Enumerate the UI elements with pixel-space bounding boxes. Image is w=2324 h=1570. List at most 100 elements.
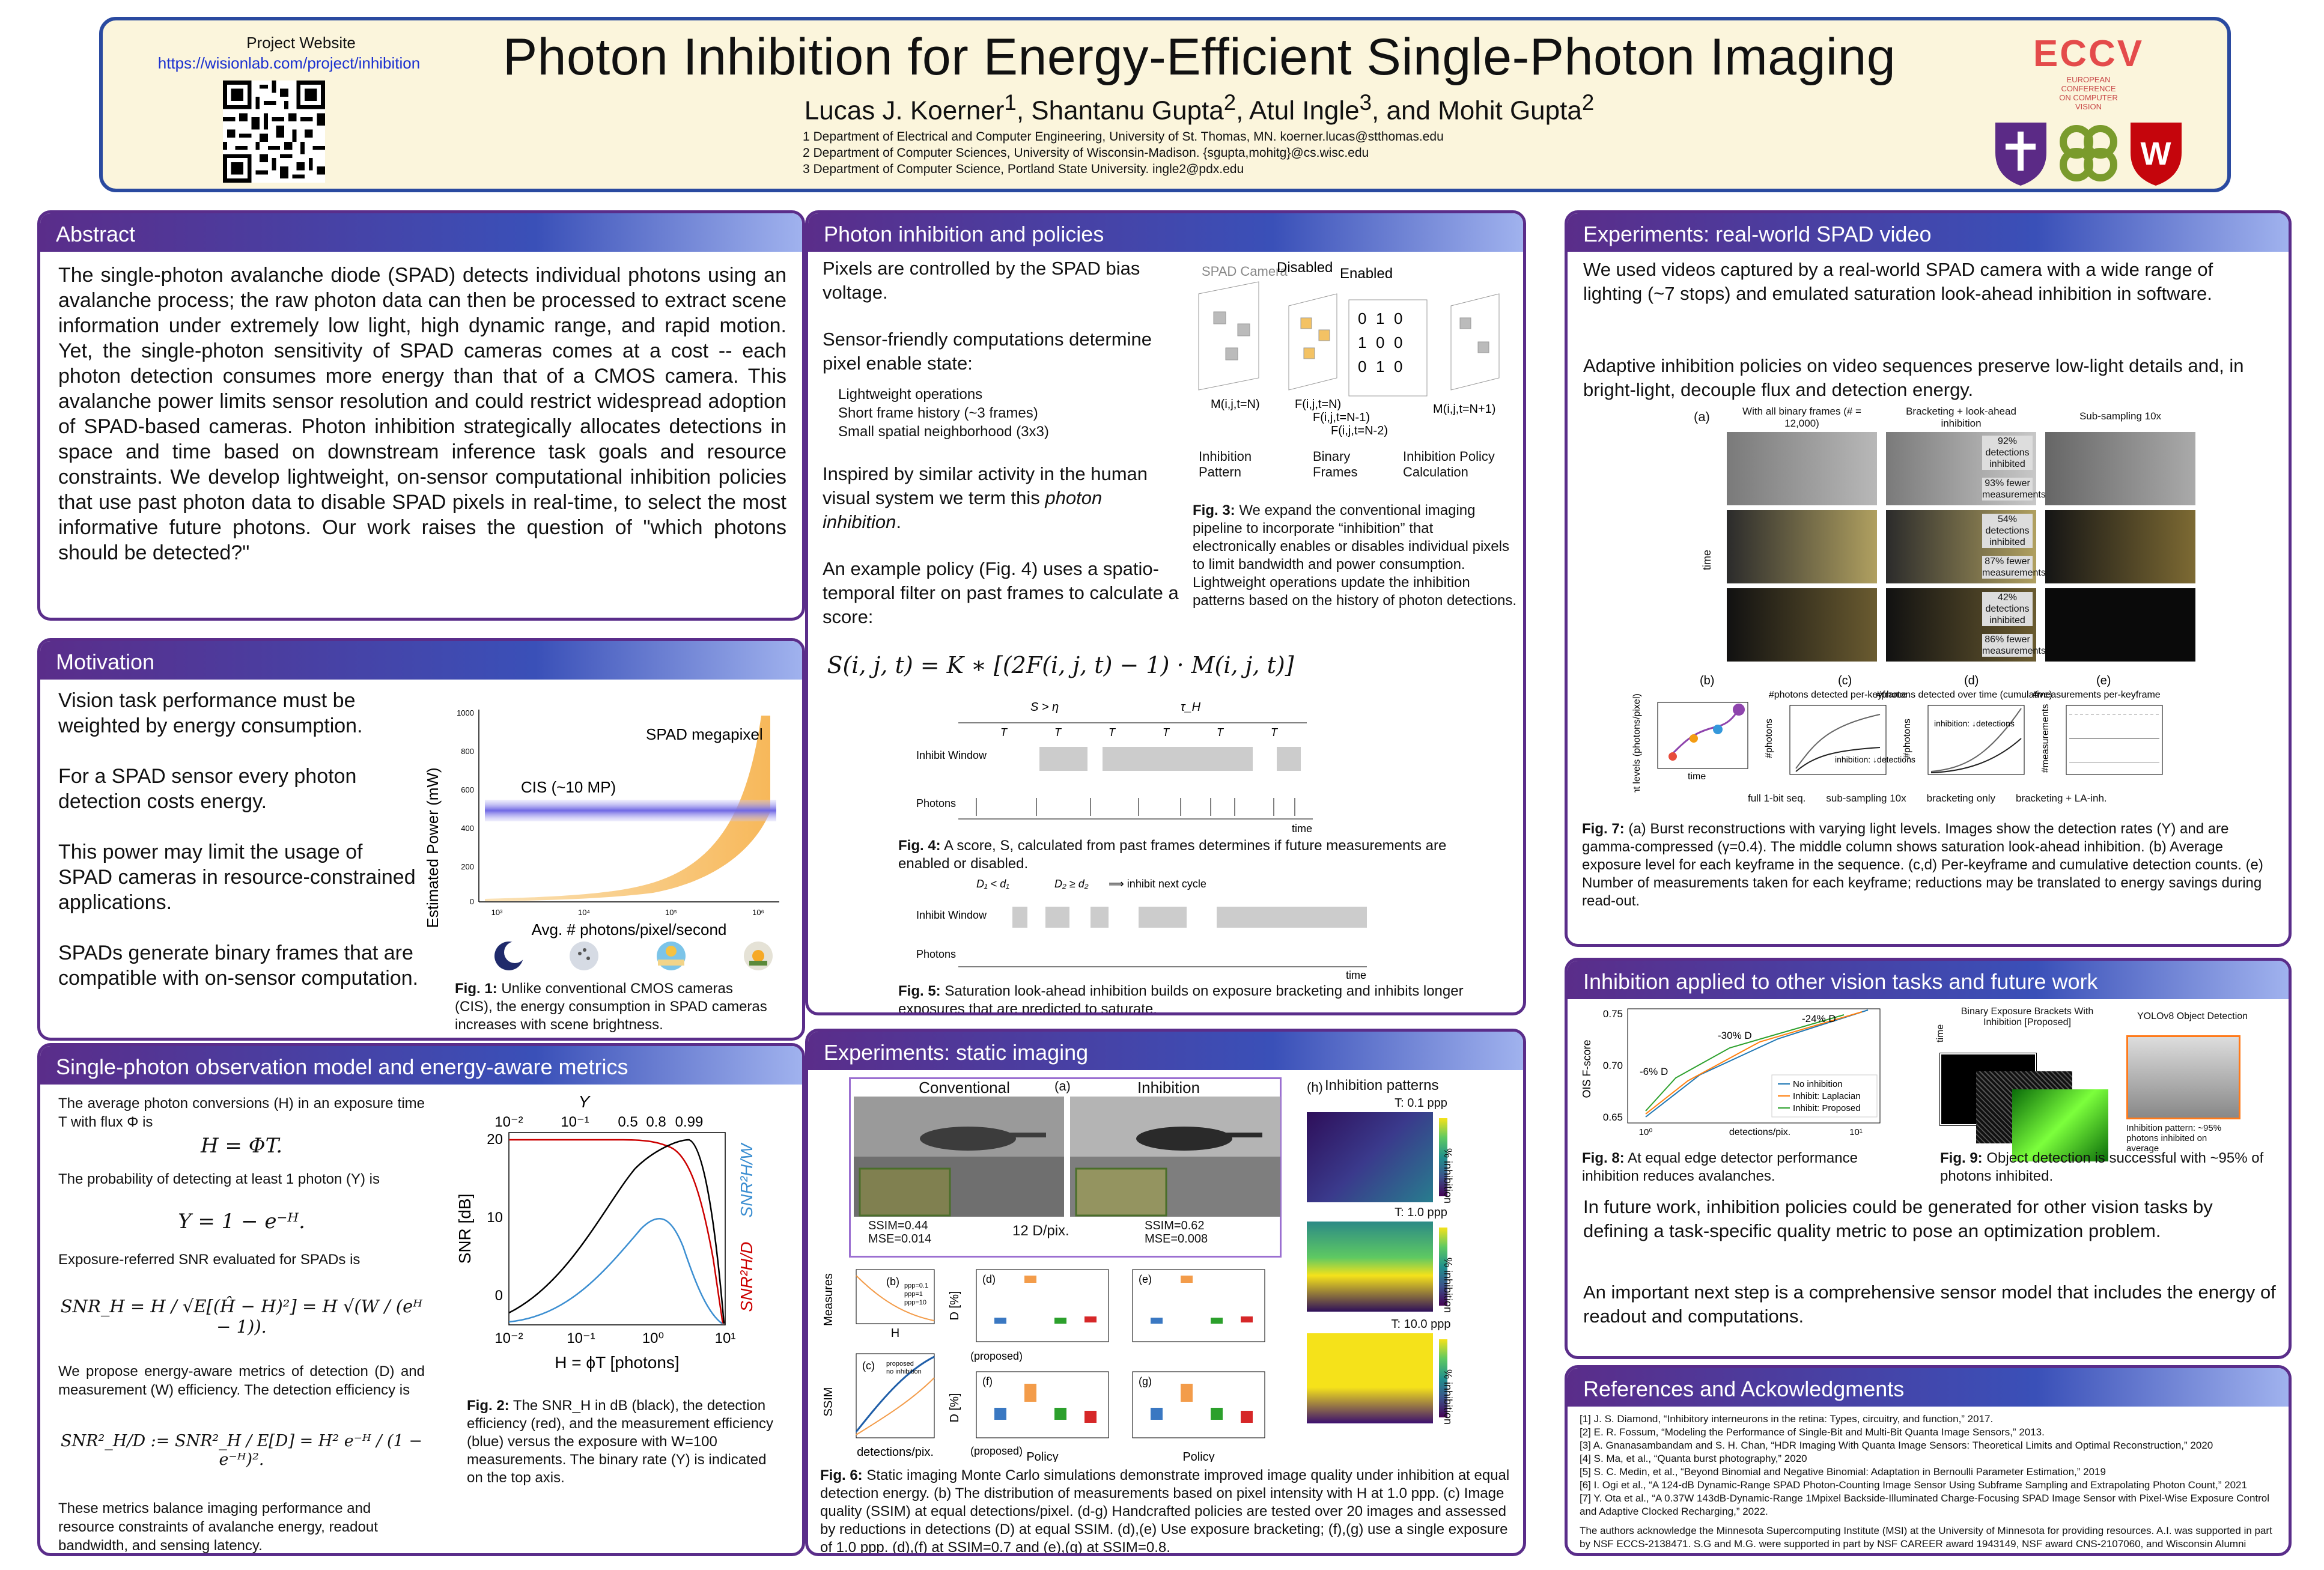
ssim-value: SSIM=0.44: [868, 1219, 928, 1232]
fig4-period-label: T: [1054, 726, 1062, 738]
fig2-caption: Fig. 2: The SNR_H in dB (black), the det…: [467, 1397, 779, 1487]
acknowledgment-text: The authors acknowledge the Minnesota Su…: [1580, 1525, 2272, 1553]
author-name: Lucas J. Koerner: [804, 96, 1005, 126]
fig6d-label: (d): [982, 1273, 996, 1285]
fig5-caption: Fig. 5: Saturation look-ahead inhibition…: [898, 982, 1499, 1012]
fig6g-label: (g): [1139, 1375, 1152, 1387]
fig4-caption-label: Fig. 4:: [898, 838, 941, 854]
fig6h-pattern-title: T: 1.0 ppp: [1395, 1206, 1447, 1219]
fig6h-colorbar-label: % inhibition: [1442, 1369, 1454, 1425]
video-heading: Experiments: real-world SPAD video: [1568, 213, 2289, 252]
policies-paragraph: Sensor-friendly computations determine p…: [823, 329, 1152, 374]
fig6f-label: (f): [982, 1375, 993, 1387]
fig9-title: Binary Exposure Brackets With Inhibition…: [1960, 1006, 2094, 1027]
fig6h-colorbar: [1439, 1339, 1447, 1417]
fig6e-label: (e): [1139, 1273, 1152, 1285]
abstract-heading: Abstract: [40, 213, 802, 252]
fig6a-conventional-image: [854, 1097, 1064, 1217]
fig7-legend-item: bracketing + LA-inh.: [2015, 793, 2107, 804]
reference-list: [1] J. S. Diamond, “Inhibitory interneur…: [1580, 1413, 2283, 1553]
affiliation-line: 3 Department of Computer Science, Portla…: [803, 162, 1244, 176]
abstract-panel: Abstract The single-photon avalanche dio…: [37, 210, 805, 621]
fig6-caption-label: Fig. 6:: [820, 1467, 863, 1483]
fig3-caption-text: We expand the conventional imaging pipel…: [1193, 502, 1517, 609]
fig5-inhibit-window: [1045, 907, 1069, 928]
svg-text:0: 0: [1358, 309, 1366, 327]
eccv-subtitle-line: EUROPEAN: [2066, 75, 2111, 84]
video-paragraph: We used videos captured by a real-world …: [1583, 259, 2213, 304]
svg-text:W: W: [2141, 136, 2171, 172]
fig6b-legend: ppp=0.1: [904, 1282, 928, 1289]
fig1-caption: Fig. 1: Unlike conventional CMOS cameras…: [455, 980, 773, 1034]
fig1-xlabel: Avg. # photons/pixel/second: [532, 920, 727, 939]
obs-paragraph: We propose energy-aware metrics of detec…: [58, 1363, 425, 1398]
obs-paragraph: These metrics balance imaging performanc…: [58, 1500, 378, 1554]
fig7a-col-title: Sub-sampling 10x: [2079, 410, 2162, 422]
fig1-cis-label: CIS (~10 MP): [521, 778, 616, 796]
fig6a-dpix: 12 D/pix.: [1012, 1223, 1069, 1239]
fig5-d1-label: D₁ < d₁: [976, 878, 1009, 890]
mse-value: MSE=0.008: [1145, 1232, 1208, 1246]
fig4-inhibit-window: [1103, 747, 1253, 771]
fig8-ytick: 0.70: [1603, 1060, 1623, 1071]
fig7-legend-item: full 1-bit seq.: [1748, 793, 1806, 804]
fig8-ytick: 0.65: [1603, 1112, 1623, 1123]
reference-item: [6] I. Ogi et al., “A 124-dB Dynamic-Ran…: [1580, 1479, 2247, 1491]
policies-paragraph: An example policy (Fig. 4) uses a spatio…: [823, 558, 1179, 627]
fig7a-col-title: With all binary frames (# = 12,000): [1742, 406, 1861, 429]
fig5-arrow-label: ⟹ inhibit next cycle: [1109, 878, 1206, 890]
fig5-inhibit-window: [1091, 907, 1109, 928]
fig6h-panel-label: (h): [1307, 1080, 1323, 1095]
fig6a-inhibition-title: Inhibition: [1137, 1079, 1200, 1097]
fig5-caption-label: Fig. 5:: [898, 983, 941, 999]
fig9-caption-text: Object detection is successful with ~95%…: [1940, 1150, 2264, 1184]
reference-item: [3] A. Gnanasambandam and S. H. Chan, “H…: [1580, 1440, 2213, 1451]
svg-text:0: 0: [1358, 358, 1366, 376]
fig7d-curve: [1930, 708, 2022, 772]
svg-text:0: 0: [1376, 333, 1384, 351]
fig7a-frame: [1727, 510, 1877, 583]
fig3-m2-label: M(i,j,t=N+1): [1433, 403, 1495, 416]
fig6a-metric-left: SSIM=0.44 MSE=0.014: [868, 1219, 931, 1246]
eccv-subtitle-line: VISION: [2075, 102, 2102, 111]
fig8-legend: Inhibit: Laplacian: [1793, 1091, 1861, 1101]
fig3-output-grid: [1450, 293, 1500, 391]
fig5-d2-label: D₂ ≥ d₂: [1054, 878, 1089, 890]
fig1-power-chart: Estimated Power (mW) 1000 800 600 400 20…: [425, 708, 779, 970]
project-website-link[interactable]: https://wisionlab.com/project/inhibition: [157, 54, 421, 72]
eccv-subtitle-line: CONFERENCE: [2061, 84, 2116, 93]
references-panel: References and Ackowledgments [1] J. S. …: [1565, 1365, 2292, 1556]
reference-item: [7] Y. Ota et al., “A 0.37W 143dB-Dynami…: [1580, 1492, 2270, 1517]
project-website-label: Project Website: [246, 34, 356, 52]
fig6-subplots: Measures (b) ppp=0.1 ppp=1 ppp=10 H SSIM…: [822, 1269, 1265, 1462]
mse-value: MSE=0.014: [868, 1232, 932, 1246]
author-list: Lucas J. Koerner1, Shantanu Gupta2, Atul…: [804, 90, 1595, 126]
fig6h-pattern: [1307, 1222, 1433, 1312]
fig6h-title: Inhibition patterns: [1325, 1077, 1439, 1094]
fig7d-ylabel: #photons: [1902, 719, 1912, 758]
fig7c-annotation: inhibition: ↓detections: [1835, 755, 1915, 764]
fig6-dlabel: D [%]: [948, 1291, 961, 1321]
static-imaging-panel: Experiments: static imaging Conventional…: [805, 1029, 1526, 1556]
eccv-subtitle: EUROPEAN CONFERENCE ON COMPUTER VISION: [2019, 75, 2158, 111]
motivation-paragraph: This power may limit the usage of SPAD c…: [58, 841, 416, 914]
eq-y: Y = 1 − e⁻ᴴ.: [178, 1209, 305, 1234]
qr-code-icon[interactable]: [223, 81, 325, 183]
fig2-xlabel: H = ϕT [photons]: [555, 1353, 679, 1372]
fig1-xtick: 10⁴: [578, 908, 590, 917]
eccv-logo: ECCV EUROPEAN CONFERENCE ON COMPUTER VIS…: [2019, 32, 2158, 111]
fig7-legend-item: sub-sampling 10x: [1826, 793, 1906, 804]
fig1-xtick: 10⁶: [752, 908, 764, 917]
video-paragraph: Adaptive inhibition policies on video se…: [1583, 355, 2244, 400]
fig7c-title: #photons detected per-keyframe: [1769, 690, 1907, 700]
ssim-value: SSIM=0.62: [1145, 1219, 1205, 1232]
fig7a-frame: [2045, 432, 2195, 505]
fig4-period-label: T: [1000, 726, 1008, 738]
fig3-enabled-label: Enabled: [1340, 266, 1393, 282]
fig7-legend: full 1-bit seq. sub-sampling 10x bracket…: [1748, 793, 2277, 805]
fig1-ytick: 200: [461, 862, 474, 871]
fig7b-time: time: [1688, 771, 1706, 782]
affiliation-line: 1 Department of Electrical and Computer …: [803, 130, 1444, 144]
fig2-ytick: 20: [487, 1131, 503, 1148]
fig6c-legend: no inhibition: [886, 1368, 922, 1375]
